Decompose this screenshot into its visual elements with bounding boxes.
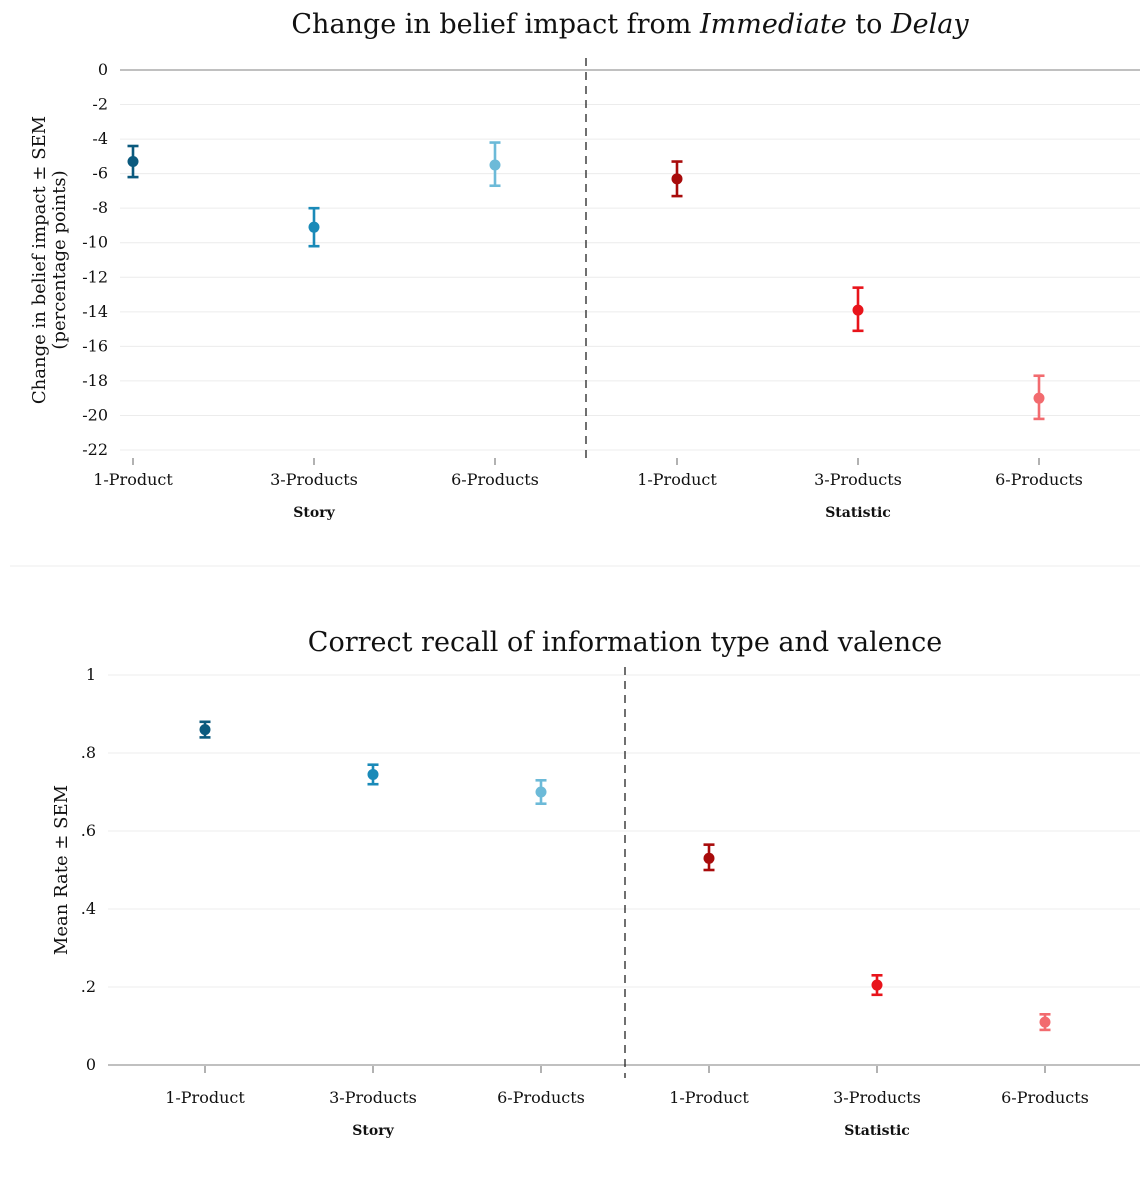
x-category-label: 6-Products: [497, 1088, 585, 1107]
data-point: [535, 786, 547, 798]
data-point: [671, 173, 683, 185]
y-tick-label: 0: [86, 1055, 96, 1074]
y-tick-label: -2: [92, 95, 108, 114]
chart-title: Change in belief impact from Immediate t…: [291, 9, 969, 40]
chart-title-part: to: [847, 9, 891, 40]
data-point: [1033, 392, 1045, 404]
data-point: [703, 852, 715, 864]
data-point: [199, 724, 211, 736]
chart-title-part: Change in belief impact from: [291, 9, 700, 40]
data-point: [1039, 1016, 1051, 1028]
group-label: Statistic: [825, 505, 891, 521]
y-tick-label: .6: [81, 821, 96, 840]
y-tick-label: -14: [82, 302, 108, 321]
data-point: [489, 159, 501, 171]
chart-title-part: Immediate: [699, 9, 847, 40]
y-tick-label: 0: [98, 60, 108, 79]
y-tick-label: -18: [82, 371, 108, 390]
chart-title-part: Delay: [890, 9, 969, 40]
data-point: [852, 304, 864, 316]
x-category-label: 6-Products: [1001, 1088, 1089, 1107]
data-point: [367, 768, 379, 780]
group-label: Statistic: [844, 1123, 910, 1139]
y-tick-label: 1: [86, 665, 96, 684]
data-point: [127, 156, 139, 168]
y-tick-label: -8: [92, 198, 108, 217]
x-category-label: 3-Products: [329, 1088, 417, 1107]
y-tick-label: .8: [81, 743, 96, 762]
x-category-label: 1-Product: [637, 470, 717, 489]
y-axis-label: Change in belief impact ± SEM: [29, 116, 50, 404]
y-tick-label: -10: [82, 233, 108, 252]
data-point: [308, 221, 320, 233]
x-category-label: 6-Products: [451, 470, 539, 489]
y-tick-label: .4: [81, 899, 96, 918]
group-label: Story: [293, 505, 335, 521]
chart-title-part: Correct recall of information type and v…: [308, 627, 942, 658]
data-point: [871, 979, 883, 991]
chart-title: Correct recall of information type and v…: [308, 627, 942, 658]
x-category-label: 1-Product: [93, 470, 173, 489]
y-tick-label: .2: [81, 977, 96, 996]
y-tick-label: -12: [82, 267, 108, 286]
y-tick-label: -4: [92, 129, 108, 148]
y-tick-label: -20: [82, 405, 108, 424]
x-category-label: 3-Products: [833, 1088, 921, 1107]
x-category-label: 1-Product: [669, 1088, 749, 1107]
x-category-label: 6-Products: [995, 470, 1083, 489]
y-axis-label: (percentage points): [49, 170, 70, 349]
belief-impact-chart: Change in belief impact from Immediate t…: [29, 9, 1140, 521]
x-category-label: 3-Products: [270, 470, 358, 489]
x-category-label: 3-Products: [814, 470, 902, 489]
y-tick-label: -16: [82, 336, 108, 355]
group-label: Story: [352, 1123, 394, 1139]
y-tick-label: -6: [92, 164, 108, 183]
y-axis-label: Mean Rate ± SEM: [51, 785, 72, 955]
x-category-label: 1-Product: [165, 1088, 245, 1107]
recall-rate-chart: Correct recall of information type and v…: [51, 627, 1140, 1139]
y-tick-label: -22: [82, 440, 108, 459]
